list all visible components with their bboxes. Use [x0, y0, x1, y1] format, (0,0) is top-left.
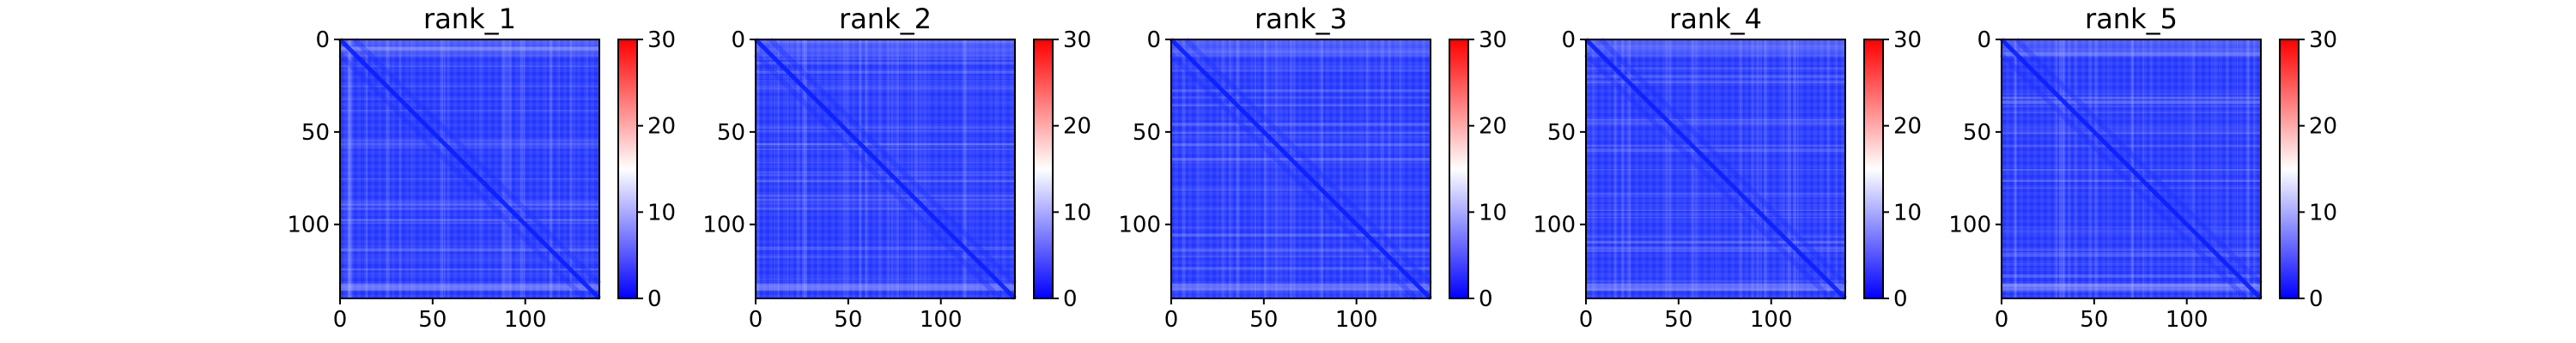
y-tick-label: 50 [1963, 120, 1991, 146]
x-tick-label: 50 [1249, 307, 1278, 333]
heatmap-streaks [756, 39, 1015, 298]
y-tick-label: 100 [287, 213, 330, 238]
x-tick-label: 100 [504, 307, 547, 333]
heatmap-streaks [1171, 39, 1431, 298]
colorbar-tick-label: 0 [647, 286, 662, 312]
x-tick-label: 100 [1335, 307, 1378, 333]
y-tick-label: 0 [731, 27, 745, 53]
y-tick-label: 50 [1133, 120, 1161, 146]
x-tick-label: 0 [333, 307, 348, 333]
x-tick-label: 50 [2080, 307, 2108, 333]
colorbar-tick-label: 20 [2309, 114, 2337, 140]
y-tick-label: 100 [702, 213, 745, 238]
heatmap-frame [1585, 39, 1846, 299]
colorbar-frame [1033, 39, 1054, 299]
y-tick-label: 100 [1118, 213, 1161, 238]
colorbar-gradient [1034, 39, 1053, 298]
heatmap-frame [1170, 39, 1431, 299]
colorbar-tick-label: 20 [1479, 114, 1507, 140]
colorbar-tick-label: 10 [2309, 200, 2337, 226]
heatmap-streaks [2002, 39, 2261, 298]
colorbar-tick-label: 10 [1479, 200, 1507, 226]
panel-title: rank_4 [1669, 3, 1762, 35]
colorbar-tick-label: 30 [1063, 27, 1091, 53]
colorbar-gradient [618, 39, 637, 298]
colorbar-tick-label: 10 [1893, 200, 1922, 226]
colorbar-frame [617, 39, 638, 299]
panel-title: rank_1 [423, 3, 516, 35]
colorbar-tick-label: 30 [647, 27, 676, 53]
heatmap-frame [755, 39, 1016, 299]
y-tick-label: 50 [301, 120, 330, 146]
colorbar-tick-label: 30 [1479, 27, 1507, 53]
colorbar-tick-label: 20 [1063, 114, 1091, 140]
y-tick-label: 100 [1948, 213, 1991, 238]
colorbar: 0 10 20 30 [1033, 27, 1091, 312]
x-tick-label: 100 [1750, 307, 1793, 333]
colorbar-tick-label: 30 [2309, 27, 2337, 53]
colorbar-tick-label: 0 [1063, 286, 1078, 312]
heatmap-diagonal [754, 38, 1017, 300]
heatmap-diagonal [2000, 38, 2263, 300]
colorbar: 0 10 20 30 [1449, 27, 1507, 312]
heatmap-diagonal [338, 38, 601, 300]
heatmap-panel-4: rank_4 0 50 100 0 50 100 0 10 20 30 [1533, 3, 1922, 333]
colorbar: 0 10 20 30 [1863, 27, 1922, 312]
colorbar: 0 10 20 30 [2279, 27, 2337, 312]
colorbar-tick-label: 20 [1893, 114, 1922, 140]
colorbar-tick-label: 0 [2309, 286, 2324, 312]
colorbar-frame [2279, 39, 2300, 299]
x-tick-label: 0 [1995, 307, 2009, 333]
colorbar-gradient [1864, 39, 1883, 298]
y-tick-label: 0 [1977, 27, 1991, 53]
heatmap-diagonal [1584, 38, 1847, 300]
colorbar-gradient [2280, 39, 2299, 298]
colorbar-tick-label: 0 [1893, 286, 1908, 312]
y-tick-label: 0 [1561, 27, 1576, 53]
heatmap-panel-1: rank_1 0 50 100 0 50 100 0 10 20 30 [287, 3, 676, 333]
y-tick-label: 0 [1146, 27, 1161, 53]
x-tick-label: 50 [418, 307, 447, 333]
heatmap-streaks [1586, 39, 1845, 298]
y-tick-label: 0 [315, 27, 330, 53]
x-tick-label: 0 [1164, 307, 1179, 333]
colorbar-tick-label: 30 [1893, 27, 1922, 53]
x-tick-label: 100 [920, 307, 963, 333]
colorbar-tick-label: 10 [1063, 200, 1091, 226]
colorbar-gradient [1449, 39, 1468, 298]
heatmap-panel-3: rank_3 0 50 100 0 50 100 0 10 20 30 [1118, 3, 1507, 333]
y-tick-label: 50 [1547, 120, 1576, 146]
colorbar-tick-label: 10 [647, 200, 676, 226]
panel-title: rank_3 [1255, 3, 1347, 35]
colorbar-tick-label: 20 [647, 114, 676, 140]
x-tick-label: 0 [749, 307, 763, 333]
colorbar-frame [1863, 39, 1884, 299]
heatmap-panel-2: rank_2 0 50 100 0 50 100 0 10 20 30 [702, 3, 1091, 333]
colorbar: 0 10 20 30 [617, 27, 676, 312]
colorbar-tick-label: 0 [1479, 286, 1493, 312]
y-tick-label: 100 [1533, 213, 1576, 238]
x-tick-label: 50 [1664, 307, 1692, 333]
colorbar-frame [1449, 39, 1469, 299]
heatmap-frame [2001, 39, 2262, 299]
heatmap-diagonal [1170, 38, 1432, 300]
heatmap-streaks [340, 39, 599, 298]
x-tick-label: 0 [1579, 307, 1594, 333]
panel-title: rank_5 [2085, 3, 2178, 35]
x-tick-label: 100 [2166, 307, 2208, 333]
y-tick-label: 50 [717, 120, 745, 146]
heatmap-frame [339, 39, 600, 299]
x-tick-label: 50 [834, 307, 862, 333]
heatmap-panel-5: rank_5 0 50 100 0 50 100 0 10 20 30 [1948, 3, 2337, 333]
panel-title: rank_2 [839, 3, 932, 35]
